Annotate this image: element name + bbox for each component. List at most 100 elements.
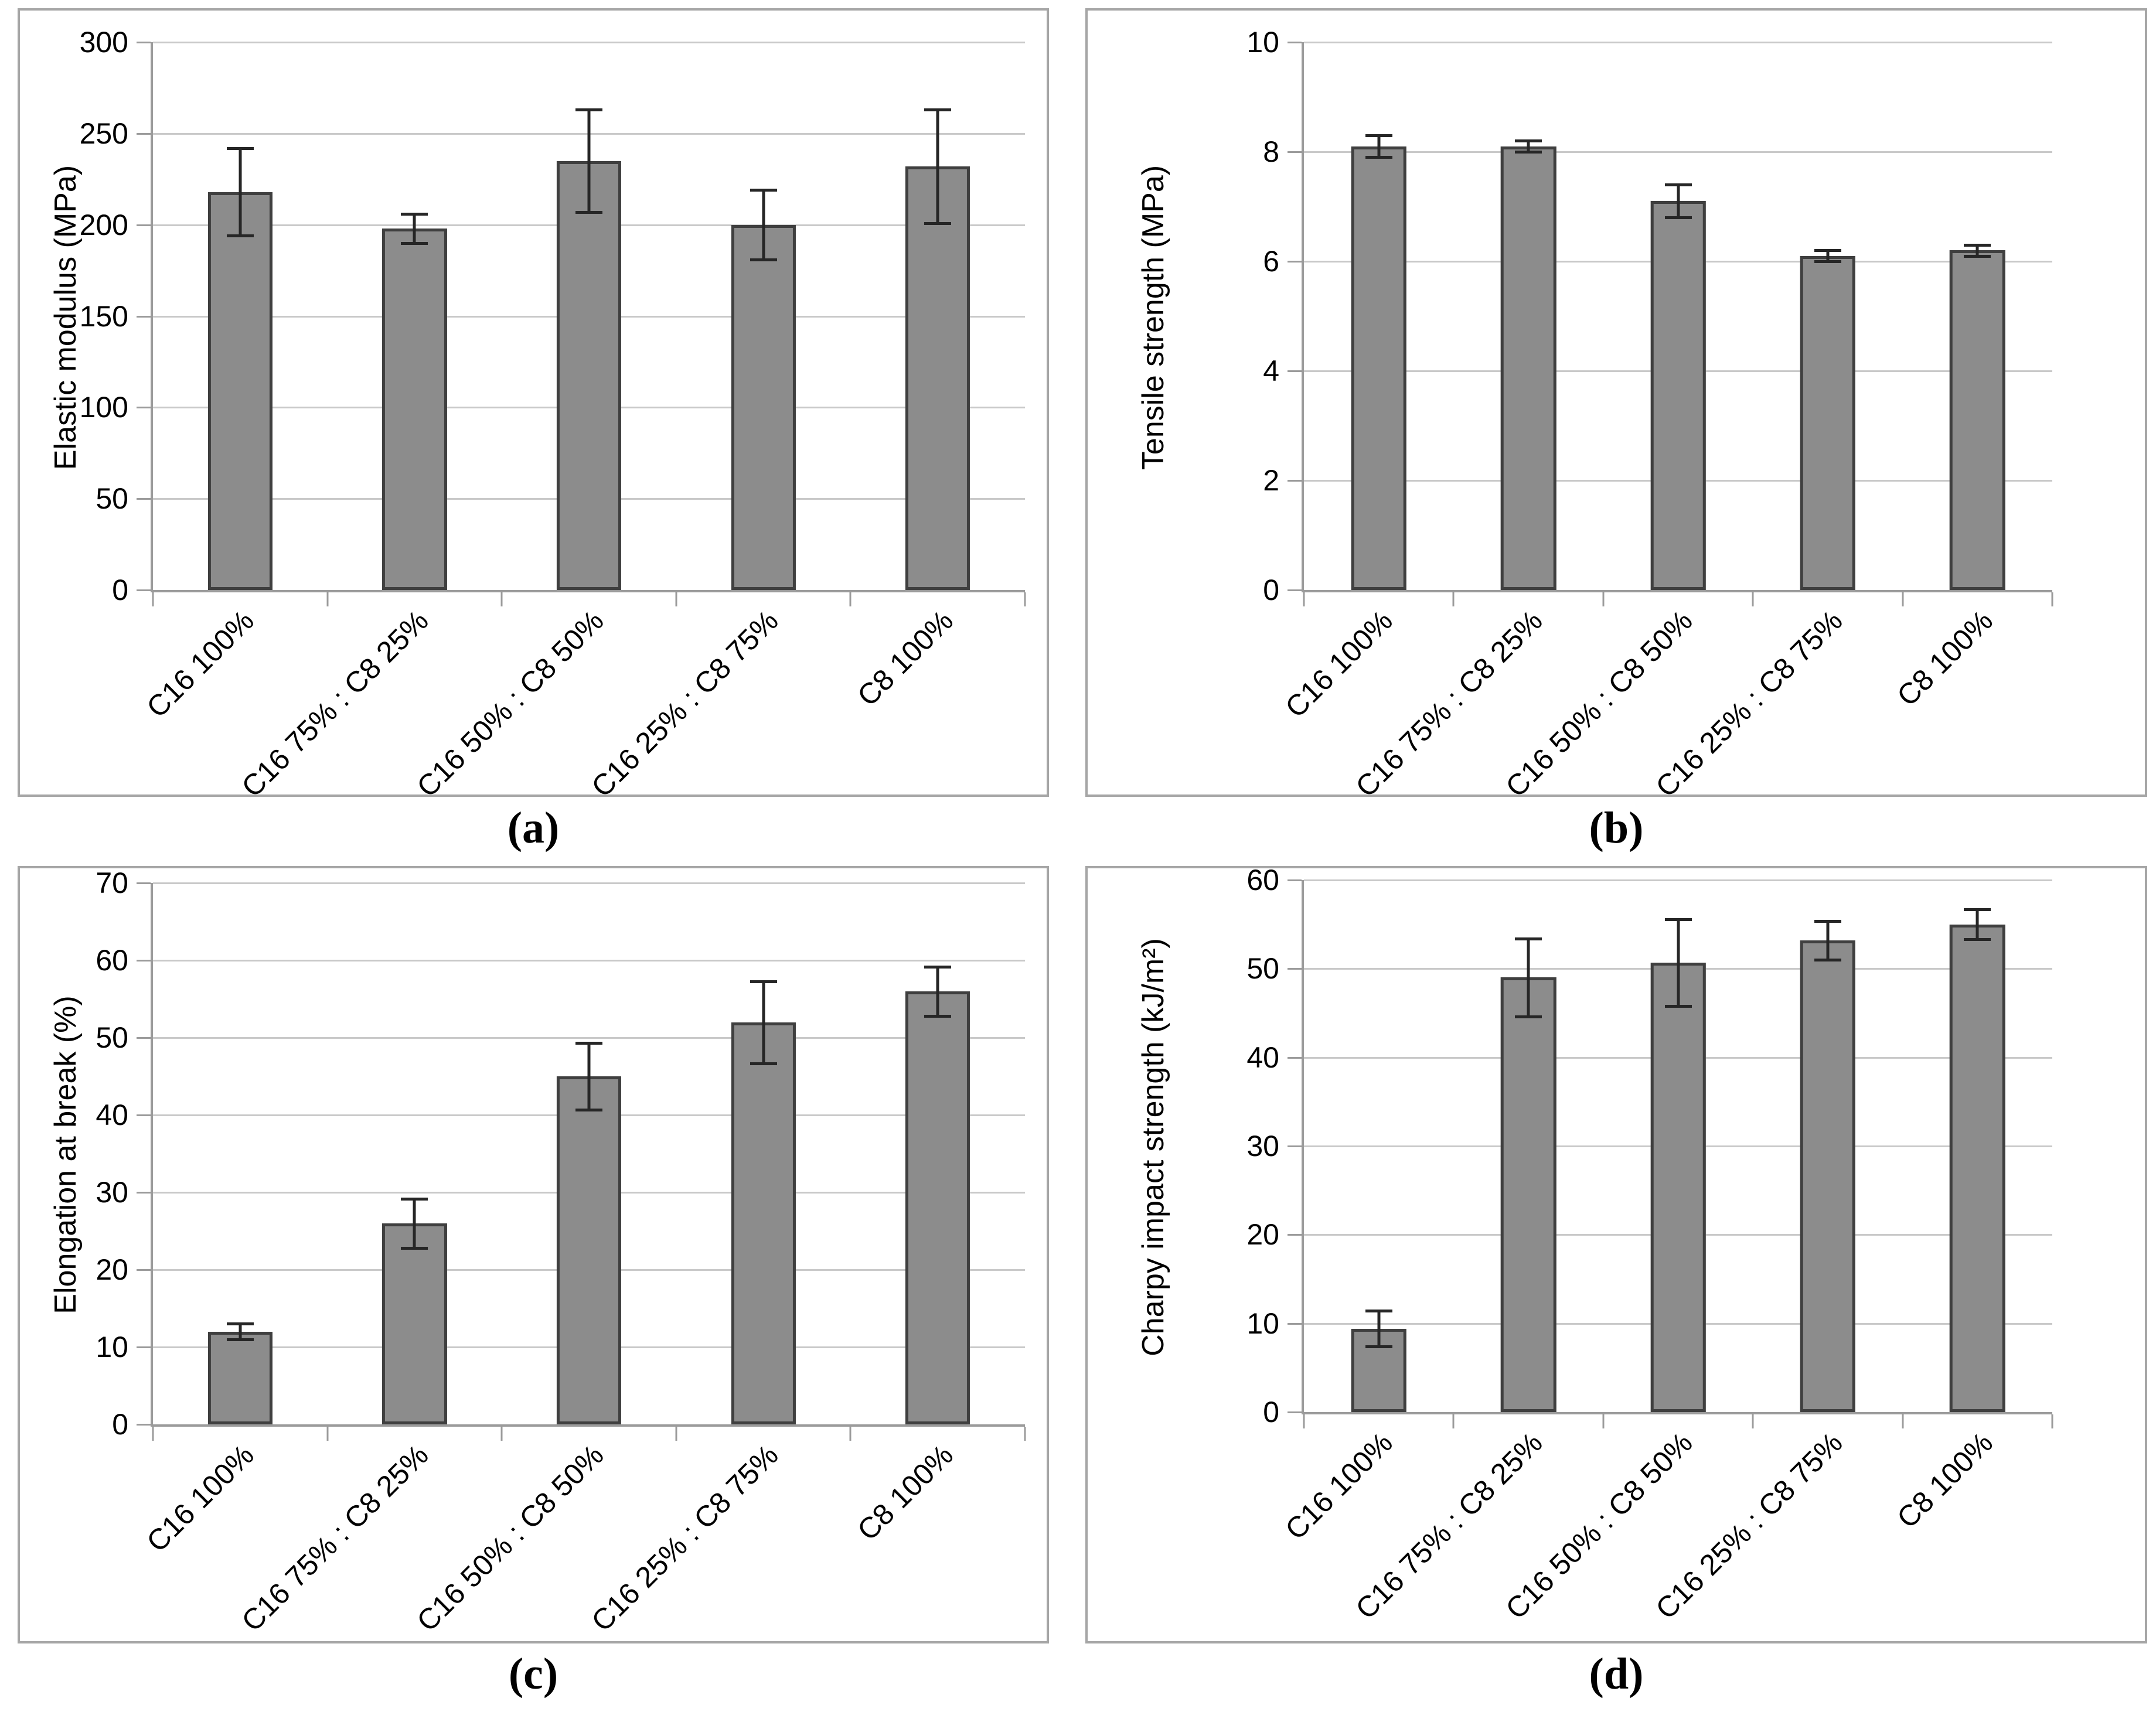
error-bar-cap-top — [1814, 919, 1841, 923]
x-axis-tick — [1752, 592, 1754, 606]
plot-area: 0 50 100 150 200 250 300 — [80, 28, 1026, 606]
bar — [1650, 201, 1706, 590]
bar — [382, 228, 447, 590]
y-axis-tick — [137, 498, 151, 500]
chart-c: Elongation at break (%) 0 10 20 30 40 50 60 70 C1… — [20, 868, 1047, 1641]
y-axis-tick — [1288, 1322, 1302, 1325]
x-axis-label: C8 100% — [1891, 603, 2000, 712]
bar — [731, 1022, 796, 1424]
x-axis-tick — [1303, 592, 1305, 606]
error-bar — [936, 110, 939, 223]
y-axis-tick-label: 20 — [1246, 1218, 1279, 1252]
x-axis-labels-row: C16 100% C16 75% : C8 25% C16 50% : C8 50%… — [1279, 1420, 2052, 1625]
y-axis-tick — [1288, 1145, 1302, 1147]
y-axis-tick — [1288, 261, 1302, 262]
x-axis-label: C16 100% — [1278, 1426, 1399, 1546]
x-axis-label: C8 100% — [1891, 1426, 2000, 1535]
y-axis-tick — [1288, 1411, 1302, 1413]
error-bar — [587, 1043, 591, 1110]
error-bar-cap-bottom — [750, 258, 777, 261]
error-bar-cap-bottom — [1515, 1015, 1542, 1019]
error-bar-cap-bottom — [1814, 260, 1841, 263]
y-axis-tick-label: 4 — [1263, 354, 1279, 387]
error-bar-cap-bottom — [575, 1108, 602, 1111]
x-axis-labels: C16 100% C16 75% : C8 25% C16 50% : C8 50%… — [1279, 598, 2052, 803]
y-axis-tick — [137, 1037, 151, 1039]
panel-c: Elongation at break (%) 0 10 20 30 40 50 60 70 C1… — [18, 866, 1049, 1643]
x-axis-tick — [1024, 592, 1026, 606]
y-axis-tick-label: 6 — [1263, 245, 1279, 278]
error-bar-cap-top — [575, 108, 602, 112]
error-bar — [413, 213, 416, 243]
y-axis-tick — [1288, 879, 1302, 881]
y-axis-title: Elongation at break (%) — [49, 995, 83, 1314]
y-axis-tick — [1288, 151, 1302, 153]
x-axis-tick — [1452, 592, 1455, 606]
error-bar-cap-bottom — [226, 1338, 254, 1341]
x-axis-tick — [500, 592, 503, 606]
bar-group-3 — [502, 42, 676, 590]
x-label-cell-4: C16 25% : C8 75% — [585, 1433, 850, 1638]
error-bar-cap-bottom — [1664, 1004, 1692, 1008]
plot-area: 0 10 20 30 40 50 60 70 — [96, 868, 1026, 1441]
x-axis-tick — [1452, 1414, 1455, 1428]
y-axis-tick — [1288, 480, 1302, 482]
error-bar-cap-top — [1365, 134, 1392, 137]
gridline — [153, 960, 1025, 961]
error-bar — [413, 1198, 416, 1249]
y-axis-tick-label: 100 — [79, 391, 128, 424]
error-bar — [936, 966, 939, 1017]
y-axis-tick-label: 60 — [96, 944, 128, 977]
y-axis-tick — [1288, 1234, 1302, 1236]
x-label-cell-5: C8 100% — [1891, 1420, 2052, 1602]
error-bar-cap-top — [1814, 249, 1841, 253]
error-bar-cap-bottom — [1814, 959, 1841, 962]
bar-row — [153, 42, 1025, 590]
panel-label-b: (b) — [1589, 803, 1644, 853]
y-axis-tick-label: 20 — [96, 1253, 128, 1286]
bar — [207, 1331, 273, 1424]
error-bar-cap-top — [1964, 908, 1991, 911]
error-bar — [762, 981, 765, 1063]
error-bar-cap-bottom — [750, 1062, 777, 1065]
panel-label-d: (d) — [1589, 1649, 1644, 1699]
x-axis-label: C16 100% — [139, 603, 260, 724]
error-bar-cap-top — [575, 1042, 602, 1045]
y-axis-tick-label: 30 — [1246, 1130, 1279, 1162]
y-axis-tick-label: 0 — [1263, 574, 1279, 606]
y-axis-tick — [137, 1346, 151, 1349]
y-axis-title: Charpy impact strength (kJ/m²) — [1136, 938, 1170, 1356]
y-axis-tick — [137, 1114, 151, 1117]
bar — [1500, 977, 1556, 1412]
error-bar-cap-top — [1515, 937, 1542, 940]
x-axis-labels: C16 100% C16 75% : C8 25% C16 50% : C8 50%… — [1279, 1420, 2052, 1625]
x-label-cell-4: C16 25% : C8 75% — [1650, 1420, 1902, 1625]
error-bar-cap-bottom — [1515, 151, 1542, 154]
y-axis-tick — [137, 1192, 151, 1194]
error-bar-cap-bottom — [401, 1247, 428, 1250]
bar-row — [1304, 42, 2052, 590]
y-axis-tick-label: 70 — [96, 867, 128, 899]
error-bar-cap-bottom — [1365, 1345, 1392, 1349]
error-bar-cap-bottom — [575, 210, 602, 214]
y-axis-tick-label: 200 — [79, 208, 128, 241]
error-bar — [1527, 938, 1530, 1017]
bar-row — [1304, 880, 2052, 1412]
x-axis-tick — [1024, 1427, 1026, 1441]
bar — [207, 192, 273, 590]
x-axis-tick — [675, 1427, 677, 1441]
y-axis-tick-label: 0 — [112, 574, 128, 606]
x-axis-labels-row: C16 100% C16 75% : C8 25% C16 50% : C8 50%… — [1279, 598, 2052, 803]
y-axis-tick — [137, 42, 151, 43]
chart-d: Charpy impact strength (kJ/m²) 0 10 20 30 40 5… — [1088, 865, 2145, 1641]
bar-group-2 — [1453, 42, 1603, 590]
error-bar — [1976, 244, 1979, 256]
y-axis-tick — [137, 315, 151, 318]
y-axis-tick-label: 0 — [112, 1408, 128, 1441]
error-bar — [239, 148, 242, 236]
x-label-cell-5: C8 100% — [1891, 598, 2052, 774]
error-bar-cap-top — [924, 965, 952, 969]
plot-area: 0 10 20 30 40 50 60 — [1246, 865, 2053, 1428]
y-axis-tick — [137, 132, 151, 135]
y-axis-tick-label: 2 — [1263, 464, 1279, 497]
